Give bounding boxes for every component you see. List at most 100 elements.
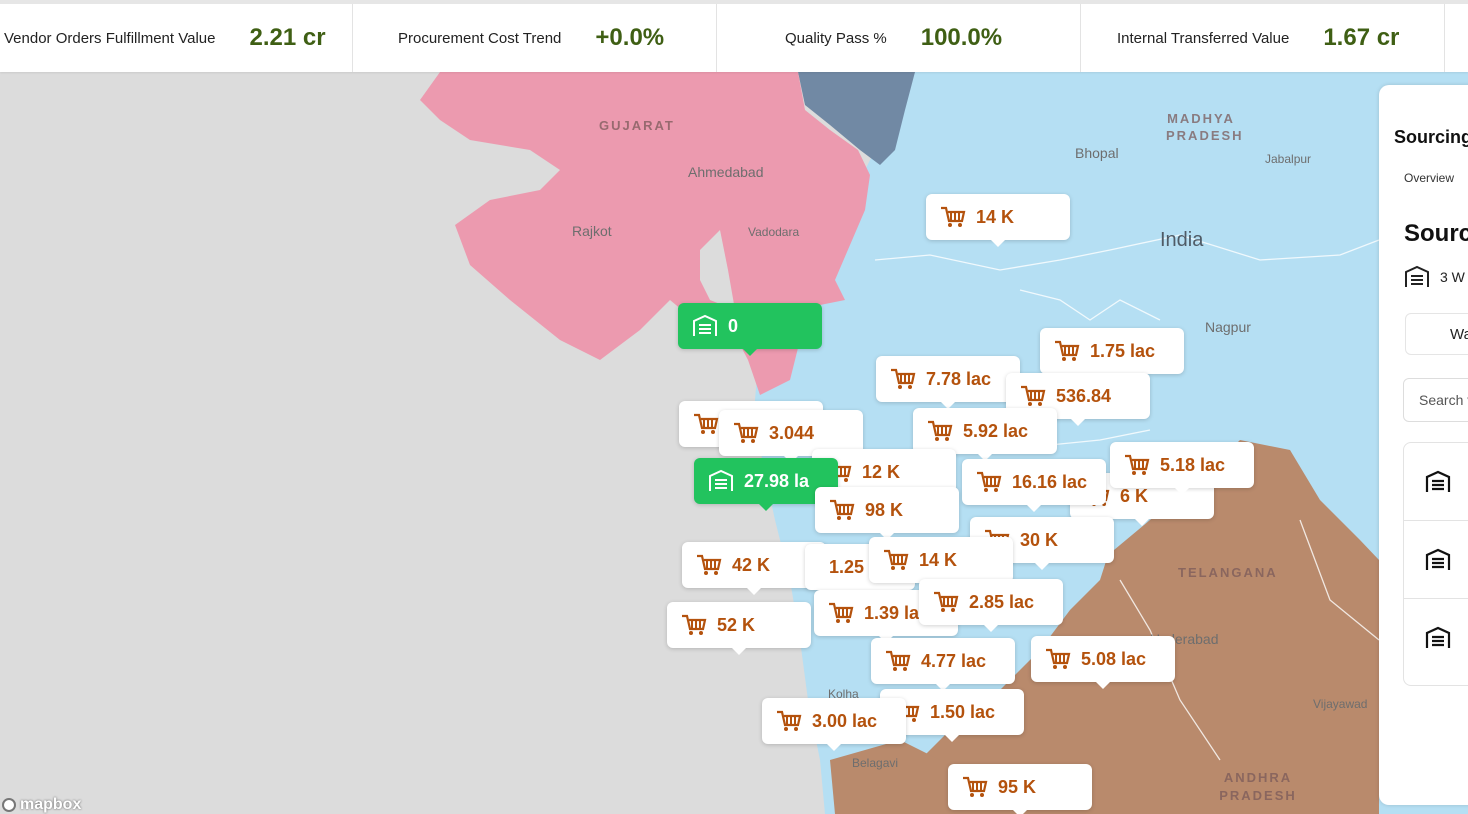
marker-value: 42 K	[732, 554, 771, 575]
marker-value: 27.98 la	[744, 470, 810, 491]
region-label: MADHYA PRADESH	[1166, 111, 1244, 143]
cart-icon	[941, 206, 966, 227]
kpi-card[interactable]: Procurement Cost Trend +0.0%	[353, 4, 717, 72]
marker-value: 3.044	[769, 422, 815, 443]
warehouse-icon	[1425, 626, 1451, 648]
region-label: TELANGANA	[1178, 565, 1278, 580]
mapbox-attribution[interactable]: mapbox	[2, 796, 81, 814]
cart-icon	[1055, 340, 1080, 361]
vendor-marker[interactable]: 2.85 lac	[919, 579, 1063, 632]
kpi-card[interactable]: Vendor Orders Fulfillment Value 2.21 cr	[0, 4, 353, 72]
marker-value: 2.85 lac	[969, 591, 1035, 612]
cart-icon	[963, 776, 988, 797]
vendor-marker[interactable]: 52 K	[667, 602, 811, 655]
marker-value: 14 K	[976, 206, 1015, 227]
list-item[interactable]	[1404, 599, 1468, 677]
panel-subtitle: Sourc	[1404, 220, 1468, 247]
warehouse-icon	[1425, 548, 1451, 570]
vendor-marker[interactable]: 1.75 lac	[1040, 328, 1184, 381]
city-label: Kolha	[828, 687, 859, 701]
vendor-marker[interactable]: 98 K	[815, 487, 959, 540]
vendor-marker[interactable]: 14 K	[869, 537, 1013, 590]
marker-value: 5.92 lac	[963, 420, 1029, 441]
kpi-label: Quality Pass %	[785, 29, 887, 47]
region-label: ANDHRA PRADESH	[1219, 770, 1297, 803]
cart-icon	[830, 499, 855, 520]
kpi-card[interactable]: Internal Transferred Value 1.67 cr	[1081, 4, 1445, 72]
city-label: Vijayawad	[1313, 697, 1368, 711]
region-label: GUJARAT	[599, 118, 675, 133]
marker-value: 4.77 lac	[921, 650, 987, 671]
cart-icon	[682, 614, 707, 635]
cart-icon	[777, 710, 802, 731]
brown-state-region	[830, 740, 940, 814]
marker-value: 12 K	[862, 461, 901, 482]
cart-icon	[886, 650, 911, 671]
kpi-label: Vendor Orders Fulfillment Value	[4, 29, 216, 47]
country-label: India	[1160, 229, 1204, 251]
dark-state-region	[798, 72, 915, 165]
city-label: Jabalpur	[1265, 152, 1312, 166]
kpi-card[interactable]: Quality Pass % 100.0%	[717, 4, 1081, 72]
warehouse-icon	[693, 314, 717, 336]
search-input[interactable]: Search v	[1403, 378, 1468, 422]
kpi-value: 1.67 cr	[1323, 24, 1400, 51]
kpi-value: 2.21 cr	[249, 24, 326, 51]
sourcing-panel: Sourcing Overview Sourc 3 W Wa Search v	[1379, 85, 1468, 805]
cart-icon	[694, 413, 719, 434]
attribution-text: mapbox	[20, 796, 82, 813]
warehouse-list	[1403, 442, 1468, 686]
vendor-marker[interactable]: 3.044	[719, 410, 863, 463]
cart-icon	[977, 471, 1002, 492]
marker-value: 1.50 lac	[930, 701, 996, 722]
kpi-bar: Vendor Orders Fulfillment Value 2.21 cr …	[0, 0, 1468, 72]
warehouse-icon	[1405, 265, 1429, 287]
kpi-value: +0.0%	[595, 24, 665, 51]
vendor-marker[interactable]: 42 K	[682, 542, 826, 595]
vendor-marker[interactable]: 4.77 lac	[871, 638, 1015, 691]
marker-value: 14 K	[919, 549, 958, 570]
vendor-marker[interactable]: 5.08 lac	[1031, 636, 1175, 689]
vendor-marker[interactable]: 3.00 lac	[762, 698, 906, 751]
city-label: Belagavi	[852, 756, 899, 770]
vendor-marker[interactable]: 5.92 lac	[913, 408, 1057, 461]
warehouse-toggle-button[interactable]: Wa	[1405, 313, 1468, 355]
kpi-label: Internal Transferred Value	[1117, 29, 1290, 47]
warehouse-icon	[1425, 470, 1451, 492]
brown-state-region	[920, 440, 1379, 814]
vendor-marker[interactable]: 5.18 lac	[1110, 442, 1254, 495]
vendor-marker[interactable]: 14 K	[926, 194, 1070, 247]
marker-value: 30 K	[1020, 529, 1059, 550]
marker-value: 6 K	[1120, 485, 1149, 506]
mapbox-logo-icon	[2, 798, 16, 812]
marker-value: 3.00 lac	[812, 710, 878, 731]
list-item[interactable]	[1404, 521, 1468, 599]
marker-value: 52 K	[717, 614, 756, 635]
marker-value: 1.39 lac	[864, 602, 930, 623]
cart-icon	[1021, 385, 1046, 406]
marker-value: 98 K	[865, 499, 904, 520]
marker-value: 95 K	[998, 776, 1037, 797]
vendor-marker[interactable]: 16.16 lac	[962, 459, 1106, 512]
marker-value: 1.25	[829, 556, 865, 577]
state-border	[874, 234, 1380, 761]
vendor-marker[interactable]: 7.78 lac	[876, 356, 1020, 409]
gulf-region	[700, 230, 735, 310]
marker-value: 5.08 lac	[1081, 648, 1147, 669]
marker-value: 5.18 lac	[1160, 454, 1226, 475]
marker-value: 0	[728, 315, 739, 336]
map-canvas[interactable]: GUJARAT MADHYA PRADESH TELANGANA ANDHRA …	[0, 72, 1468, 814]
vendor-marker[interactable]: 95 K	[948, 764, 1092, 814]
cart-icon	[734, 422, 759, 443]
city-label: Nagpur	[1205, 319, 1251, 335]
panel-title: Sourcing	[1394, 127, 1468, 147]
tab-overview[interactable]: Overview	[1404, 171, 1455, 185]
city-label: Ahmedabad	[688, 164, 764, 180]
kpi-value: 100.0%	[920, 24, 1003, 51]
cart-icon	[891, 368, 916, 389]
warehouse-marker[interactable]: 27.98 la	[694, 458, 838, 511]
cart-icon	[1125, 454, 1150, 475]
warehouse-marker[interactable]: 0	[678, 303, 822, 356]
list-item[interactable]	[1404, 443, 1468, 521]
cart-icon	[928, 420, 953, 441]
